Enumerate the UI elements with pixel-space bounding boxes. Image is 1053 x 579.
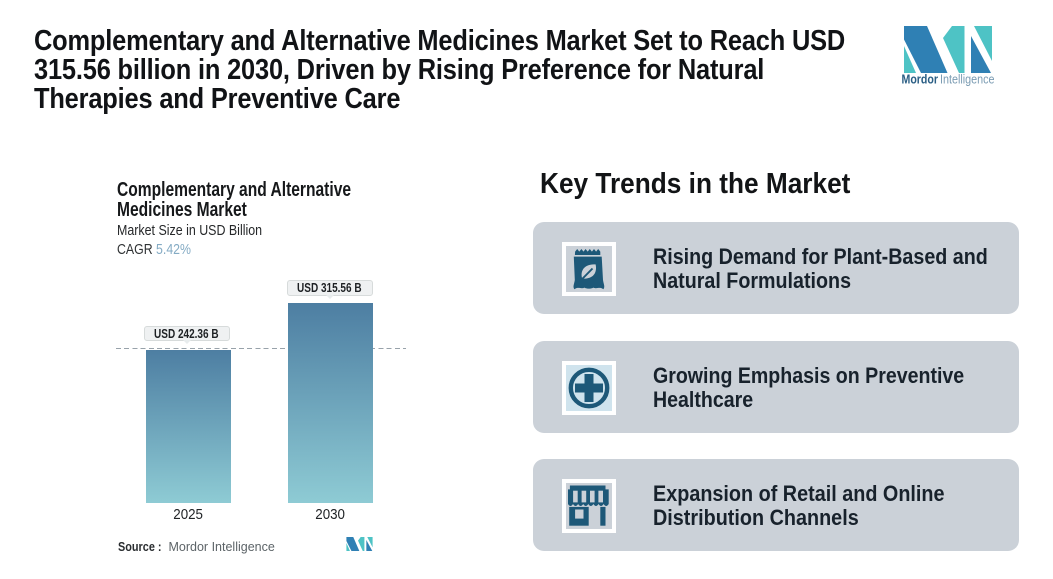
svg-text:Mordor: Mordor xyxy=(902,73,939,87)
svg-text:Intelligence: Intelligence xyxy=(940,73,995,87)
